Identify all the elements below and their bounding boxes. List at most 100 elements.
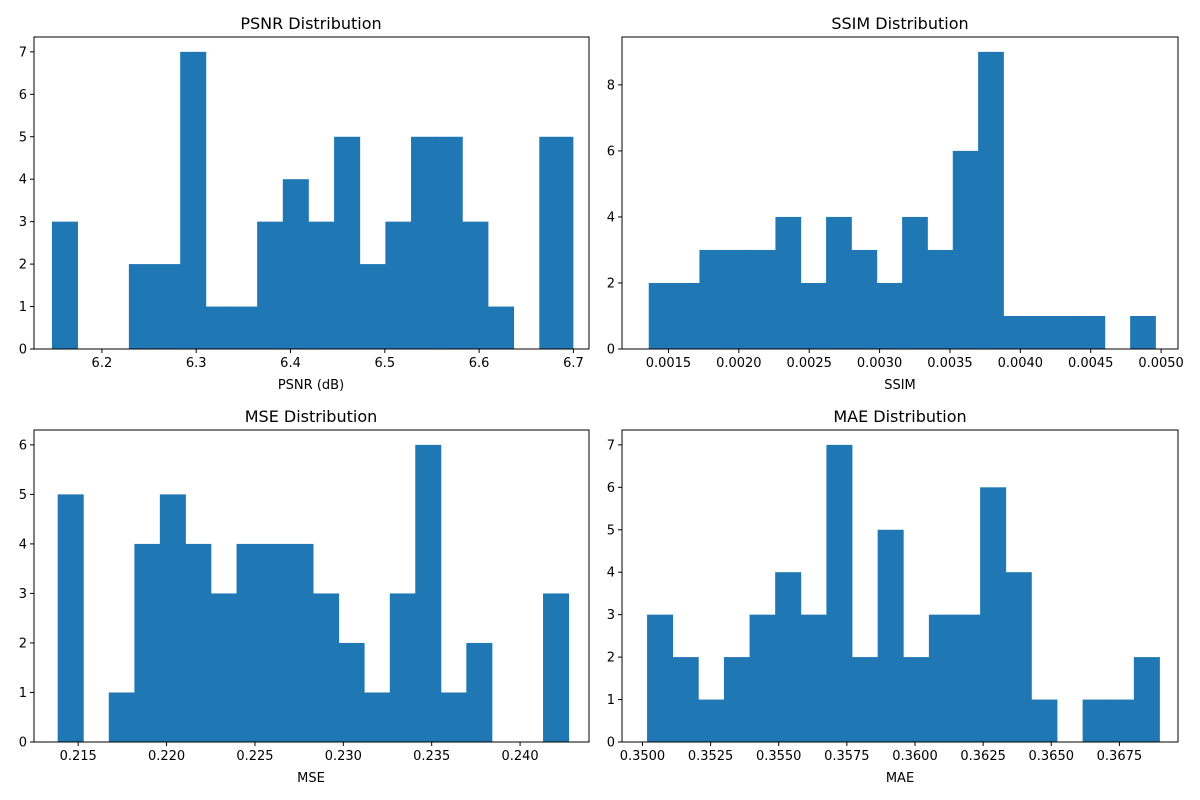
y-tick-label: 7 (607, 438, 615, 453)
y-tick-label: 0 (19, 736, 27, 751)
x-tick-label: 0.3625 (960, 749, 1006, 764)
histogram-bar (698, 699, 725, 742)
histogram-bar (385, 221, 412, 349)
y-tick-label: 5 (19, 130, 27, 145)
histogram-bar (647, 614, 674, 742)
x-tick-label: 0.220 (148, 749, 185, 764)
histogram-bar (876, 282, 903, 349)
x-tick-label: 0.0045 (1068, 356, 1114, 371)
histogram-bar (674, 282, 700, 349)
histogram-bar (159, 494, 186, 742)
histogram-bar (750, 249, 776, 349)
x-tick-label: 6.6 (469, 356, 490, 371)
axes-frame (33, 36, 590, 350)
y-axis-ticks: 0 1 2 3 4 5 6 (19, 438, 34, 751)
axes-frame (621, 429, 1179, 743)
panel-title: SSIM Distribution (831, 14, 968, 33)
histogram-bar (462, 221, 489, 349)
x-axis-label: SSIM (884, 378, 916, 393)
x-tick-label: 6.7 (563, 356, 584, 371)
y-tick-label: 8 (607, 78, 615, 93)
x-axis-ticks: 0.215 0.220 0.225 0.230 0.235 0.240 (60, 742, 539, 764)
y-tick-label: 0 (607, 343, 615, 358)
histogram-bar (724, 249, 751, 349)
histogram-bar (415, 444, 442, 742)
histogram-bar (128, 264, 155, 349)
y-tick-label: 1 (19, 300, 27, 315)
axes-frame (33, 429, 590, 743)
histogram-bar (1133, 657, 1160, 742)
histogram-bar (826, 216, 852, 349)
histogram-bar (699, 249, 726, 349)
y-tick-label: 3 (19, 587, 27, 602)
x-tick-label: 0.3600 (892, 749, 938, 764)
histogram-bar (466, 642, 493, 742)
x-axis-ticks: 6.2 6.3 6.4 6.5 6.6 6.7 (92, 349, 584, 371)
x-tick-label: 0.3525 (688, 749, 734, 764)
histogram-bar (927, 249, 954, 349)
x-tick-label: 0.0015 (646, 356, 692, 371)
x-tick-label: 0.0040 (998, 356, 1044, 371)
x-tick-label: 0.235 (413, 749, 450, 764)
x-axis-label: PSNR (dB) (278, 378, 344, 393)
histogram-bar (1079, 315, 1106, 349)
histogram-bar (134, 543, 161, 742)
histogram-bar (108, 692, 135, 742)
histogram-bar (672, 657, 699, 742)
histogram-bar (440, 692, 467, 742)
y-axis-ticks: 0 1 2 3 4 5 6 7 (19, 45, 34, 358)
panel-title: MAE Distribution (833, 407, 966, 426)
histogram-bar (775, 572, 802, 742)
histogram-bar (334, 136, 361, 349)
histogram-bars (57, 444, 570, 742)
histogram-bars (51, 51, 574, 350)
x-axis-label: MSE (297, 771, 325, 786)
histogram-bar (308, 221, 335, 349)
histogram-bar (1054, 315, 1080, 349)
y-tick-label: 7 (19, 45, 27, 60)
y-tick-label: 5 (607, 523, 615, 538)
y-tick-label: 3 (607, 608, 615, 623)
histogram-bar (800, 282, 827, 349)
y-tick-label: 6 (607, 144, 615, 159)
histogram-bar (1130, 315, 1156, 349)
x-tick-label: 0.0020 (716, 356, 762, 371)
x-tick-label: 0.230 (325, 749, 362, 764)
histogram-bar (436, 136, 463, 349)
axes-frame (621, 36, 1179, 350)
x-tick-label: 0.0030 (857, 356, 903, 371)
histogram-bar (1003, 315, 1030, 349)
x-tick-label: 6.3 (186, 356, 207, 371)
y-axis-ticks: 0 2 4 6 8 (607, 78, 622, 358)
histogram-bars (647, 444, 1160, 742)
histogram-bar (980, 487, 1007, 742)
y-tick-label: 6 (19, 88, 27, 103)
histogram-bar (1031, 699, 1058, 742)
psnr-panel: PSNR Distribution 6.2 6.3 6.4 6.5 6.6 6.7 0 1 2… (19, 14, 590, 393)
x-tick-label: 0.3575 (824, 749, 870, 764)
histogram-bar (185, 543, 212, 742)
y-tick-label: 0 (607, 736, 615, 751)
histogram-bar (282, 179, 309, 349)
histogram-bar (978, 51, 1004, 350)
y-tick-label: 0 (19, 343, 27, 358)
mse-panel: MSE Distribution 0.215 0.220 0.225 0.230 0.2… (19, 407, 590, 786)
histogram-bar (648, 282, 675, 349)
x-tick-label: 0.215 (60, 749, 97, 764)
histogram-bar (543, 593, 570, 742)
histogram-bar (231, 306, 258, 349)
x-tick-label: 0.3500 (620, 749, 666, 764)
y-tick-label: 2 (19, 636, 27, 651)
histogram-bar (952, 150, 979, 349)
x-tick-label: 6.2 (92, 356, 113, 371)
x-tick-label: 0.0050 (1138, 356, 1184, 371)
histogram-bar (749, 614, 776, 742)
x-tick-label: 0.0025 (786, 356, 832, 371)
histogram-bar (205, 306, 232, 349)
x-axis-label: MAE (886, 771, 914, 786)
panel-title: MSE Distribution (245, 407, 378, 426)
histogram-bar (800, 614, 827, 742)
histogram-bar (180, 51, 207, 350)
panel-title: PSNR Distribution (240, 14, 381, 33)
y-tick-label: 5 (19, 488, 27, 503)
